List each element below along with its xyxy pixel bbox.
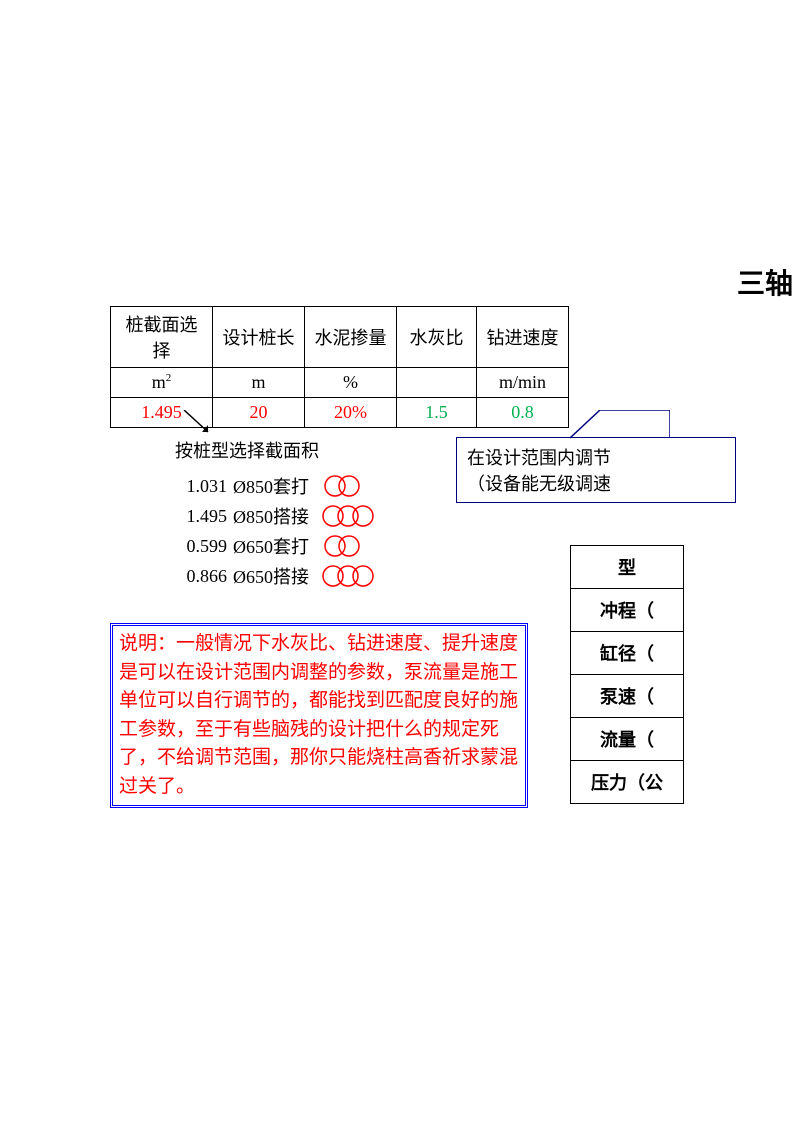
unit-cell: m2 <box>111 368 213 398</box>
header-cell: 钻进速度 <box>477 307 569 368</box>
pile-row: 0.599 Ø650套打 <box>165 531 381 561</box>
pile-type-section: 按桩型选择截面积 1.031 Ø850套打 1.495 Ø850搭接 0.599… <box>165 437 381 591</box>
arrow-down-left-icon <box>178 410 218 440</box>
value-cell: 0.8 <box>477 398 569 428</box>
table-unit-row: m2 m % m/min <box>111 368 569 398</box>
header-cell: 水灰比 <box>397 307 477 368</box>
pile-value: 0.599 <box>165 536 227 557</box>
table-header-row: 桩截面选择 设计桩长 水泥掺量 水灰比 钻进速度 <box>111 307 569 368</box>
design-note-line: （设备能无级调速 <box>467 470 725 496</box>
value-cell: 20 <box>213 398 305 428</box>
spec-cell: 泵速（ <box>571 675 684 718</box>
three-circle-icon <box>321 504 381 528</box>
design-note-box: 在设计范围内调节 （设备能无级调速 <box>456 437 736 503</box>
pile-value: 0.866 <box>165 566 227 587</box>
pile-value: 1.031 <box>165 476 227 497</box>
spec-cell: 型 <box>571 546 684 589</box>
pile-row: 1.495 Ø850搭接 <box>165 501 381 531</box>
pile-desc: Ø850搭接 <box>233 503 309 529</box>
callout-connector-icon <box>570 410 670 440</box>
explanation-box: 说明：一般情况下水灰比、钻进速度、提升速度是可以在设计范围内调整的参数，泵流量是… <box>110 623 528 808</box>
spec-cell: 流量（ <box>571 718 684 761</box>
page-title: 三轴 <box>737 262 793 302</box>
design-note-line: 在设计范围内调节 <box>467 444 725 470</box>
spec-cell: 冲程（ <box>571 589 684 632</box>
unit-cell: % <box>305 368 397 398</box>
two-circle-icon <box>321 474 371 498</box>
pile-row: 0.866 Ø650搭接 <box>165 561 381 591</box>
pile-desc: Ø650套打 <box>233 533 309 559</box>
two-circle-icon <box>321 534 371 558</box>
pile-desc: Ø650搭接 <box>233 563 309 589</box>
pile-value: 1.495 <box>165 506 227 527</box>
unit-cell: m/min <box>477 368 569 398</box>
spec-cell: 压力（公 <box>571 761 684 804</box>
spec-table: 型 冲程（ 缸径（ 泵速（ 流量（ 压力（公 <box>570 545 684 804</box>
pile-row: 1.031 Ø850套打 <box>165 471 381 501</box>
value-cell: 1.5 <box>397 398 477 428</box>
value-cell: 20% <box>305 398 397 428</box>
spec-cell: 缸径（ <box>571 632 684 675</box>
three-circle-icon <box>321 564 381 588</box>
header-cell: 水泥掺量 <box>305 307 397 368</box>
unit-cell: m <box>213 368 305 398</box>
pile-section-label: 按桩型选择截面积 <box>175 437 381 463</box>
unit-cell <box>397 368 477 398</box>
header-cell: 桩截面选择 <box>111 307 213 368</box>
header-cell: 设计桩长 <box>213 307 305 368</box>
pile-desc: Ø850套打 <box>233 473 309 499</box>
